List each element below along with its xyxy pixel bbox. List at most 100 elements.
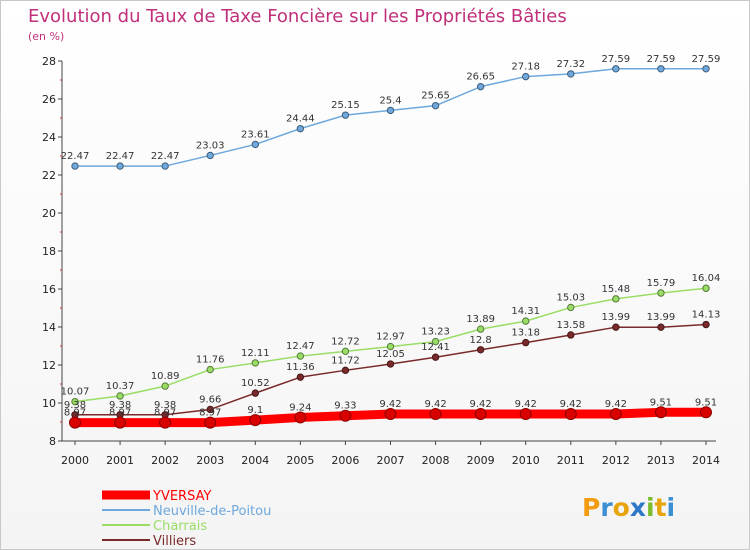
data-label: 8.97 [64, 408, 86, 419]
data-point [294, 411, 307, 424]
data-point [612, 65, 620, 73]
data-point [116, 392, 124, 400]
data-label: 23.61 [241, 129, 270, 140]
chart-title: Evolution du Taux de Taxe Foncière sur l… [28, 6, 567, 27]
data-label: 9.51 [695, 397, 717, 408]
x-tick-label: 2010 [512, 454, 540, 467]
data-point [702, 284, 710, 292]
data-point [522, 338, 530, 347]
proxiti-logo: Proxiti [582, 493, 675, 522]
data-point [71, 397, 79, 406]
data-label: 15.03 [556, 292, 585, 303]
logo-letter: x [630, 493, 646, 522]
data-point [612, 323, 620, 331]
data-label: 9.42 [515, 399, 537, 410]
y-tick-label: 14 [42, 321, 56, 334]
data-label: 27.18 [511, 62, 540, 73]
legend-label: YVERSAY [152, 489, 211, 504]
data-point [251, 359, 259, 367]
logo-text: Proxiti [582, 493, 675, 522]
data-label: 13.18 [511, 328, 540, 339]
data-label: 14.31 [511, 306, 540, 317]
data-point [476, 325, 485, 333]
data-label: 9.42 [605, 399, 627, 410]
data-point [567, 331, 575, 339]
data-point [476, 346, 485, 354]
x-tick-label: 2003 [196, 454, 224, 467]
data-label: 10.37 [106, 381, 135, 392]
x-tick-label: 2000 [61, 454, 89, 467]
data-point [114, 416, 127, 429]
logo-letter: r [600, 493, 613, 522]
data-label: 10.52 [241, 378, 270, 389]
data-point [161, 162, 169, 170]
data-point [384, 408, 397, 421]
data-point [296, 373, 305, 381]
data-label: 12.11 [241, 348, 270, 359]
x-tick-label: 2007 [377, 454, 405, 467]
data-point [386, 106, 395, 115]
x-tick-label: 2008 [422, 454, 450, 467]
data-point [206, 151, 214, 160]
y-tick-label: 26 [42, 93, 56, 106]
data-point [700, 406, 712, 419]
data-point [702, 65, 710, 73]
data-label: 23.03 [196, 140, 225, 151]
data-label: 9.42 [424, 399, 446, 410]
logo-letter: i [646, 493, 655, 522]
y-tick-label: 24 [42, 131, 56, 144]
data-label: 11.76 [196, 355, 225, 366]
data-point [251, 389, 259, 397]
data-label: 12.72 [331, 336, 360, 347]
data-point [296, 352, 305, 360]
y-tick-label: 18 [42, 245, 56, 258]
x-tick-label: 2004 [241, 454, 269, 467]
data-point [474, 408, 487, 421]
data-point [251, 140, 259, 149]
y-tick-label: 12 [42, 359, 56, 372]
data-label: 12.05 [376, 349, 405, 360]
data-point [206, 365, 214, 374]
y-tick-label: 10 [42, 397, 56, 410]
data-label: 8.97 [154, 408, 176, 419]
data-label: 9.24 [289, 402, 311, 413]
series-lines [70, 68, 711, 428]
data-label: 13.23 [421, 327, 450, 338]
x-tick-label: 2012 [602, 454, 630, 467]
data-label: 12.8 [470, 335, 492, 346]
data-label: 27.32 [556, 59, 585, 70]
legend-label: Charrais [153, 519, 207, 534]
data-point [567, 303, 575, 312]
data-point [249, 414, 262, 427]
data-label: 12.41 [421, 342, 450, 353]
data-point [431, 353, 440, 361]
data-label: 11.36 [286, 362, 315, 373]
data-point [69, 416, 81, 429]
data-point [386, 342, 395, 351]
x-tick-label: 2011 [557, 454, 585, 467]
legend-label: Villiers [153, 534, 196, 549]
y-tick-label: 8 [49, 435, 56, 448]
data-label: 22.47 [151, 151, 180, 162]
data-labels: 22.47 22.47 22.47 23.03 23.61 24.44 25.15 25.4 2… [61, 54, 721, 419]
data-label: 25.65 [421, 91, 450, 102]
data-point [116, 162, 124, 170]
data-label: 13.99 [647, 312, 676, 323]
data-label: 27.59 [692, 54, 721, 65]
data-point [429, 408, 442, 421]
data-point [296, 124, 305, 133]
logo-letter: o [613, 493, 630, 522]
data-point [341, 366, 350, 375]
data-point [702, 320, 710, 329]
data-label: 9.38 [109, 400, 131, 411]
data-label: 9.42 [470, 399, 492, 410]
logo-letter: P [582, 493, 600, 522]
y-tick-label: 16 [42, 283, 56, 296]
data-point [657, 289, 665, 297]
data-label: 13.89 [466, 314, 495, 325]
data-label: 15.48 [602, 284, 631, 295]
x-tick-label: 2002 [151, 454, 179, 467]
data-label: 10.89 [151, 371, 180, 382]
